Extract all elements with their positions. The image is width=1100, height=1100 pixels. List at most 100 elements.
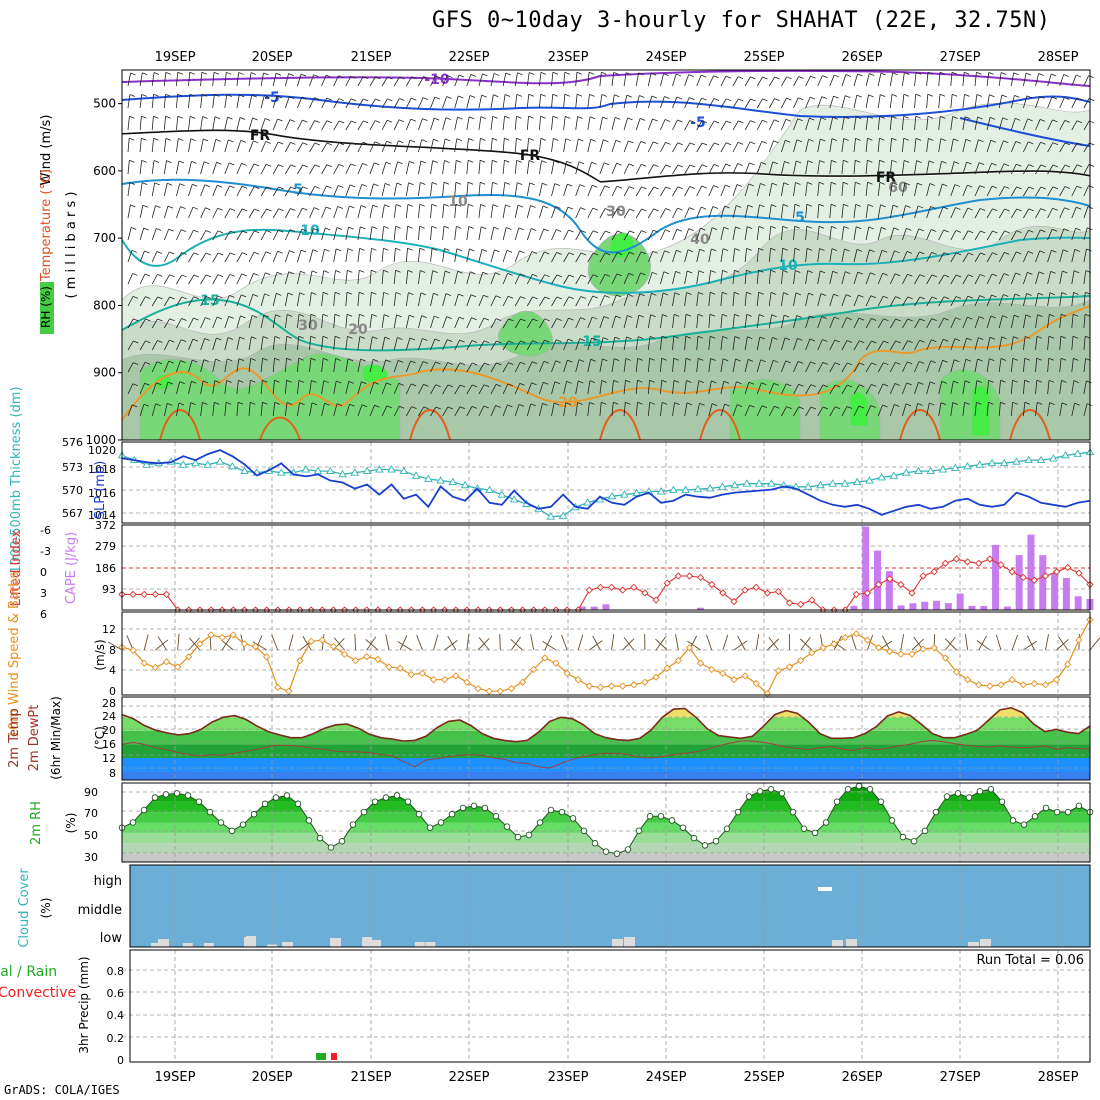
wind-barb: [781, 98, 787, 109]
wind-barb-flag: [786, 97, 792, 101]
wind-barb: [321, 314, 324, 329]
wind-barb: [829, 271, 834, 285]
wind-barb-flag: [205, 230, 211, 233]
wind-barb-flag: [253, 251, 260, 255]
wind-barb-flag: [481, 94, 487, 98]
wind-barb-flag: [399, 76, 405, 80]
wind-barb-flag: [167, 205, 174, 209]
rh-series-point: [349, 821, 357, 828]
wind-barb-flag: [1025, 72, 1032, 76]
rh-series-point: [910, 837, 918, 845]
wind-barb: [236, 337, 241, 351]
wind-barb: [829, 339, 836, 351]
wind-barb-flag: [604, 208, 611, 211]
wind-barb: [599, 380, 603, 395]
wind-barb: [1071, 142, 1078, 153]
wind-barb: [902, 274, 908, 285]
wind-barb: [272, 73, 277, 87]
wind-barb: [1047, 336, 1050, 351]
wind-barb: [938, 183, 943, 197]
wind-barb-flag: [132, 273, 138, 276]
pressure-unit-label: ( m i l l i b a r s ): [64, 192, 79, 299]
slp-series: [121, 449, 1091, 516]
wind-barb: [466, 248, 470, 263]
thickness-series-point: [509, 495, 519, 503]
wind-barb-flag: [201, 71, 207, 75]
wind-barb-flag: [1036, 379, 1042, 383]
wind-barb-flag: [169, 318, 175, 322]
wind-barb-flag: [215, 139, 221, 142]
wind-barb: [720, 358, 724, 373]
wind-barb-flag: [1060, 313, 1067, 317]
wind-barb: [1035, 164, 1042, 175]
wind-barb-flag: [676, 249, 682, 253]
wind-barb-flag: [553, 160, 560, 164]
wind-barb: [357, 358, 361, 373]
wind-barb: [889, 318, 896, 329]
wind-barb: [563, 72, 566, 87]
wind-barb-flag: [748, 381, 755, 385]
wind-barb: [272, 358, 275, 373]
temp-series: [121, 706, 1091, 743]
thickness-series-point: [803, 482, 813, 490]
wind-barb: [200, 138, 204, 153]
wind-barb-flag: [471, 362, 478, 366]
wind-barb-flag: [639, 293, 645, 297]
wind-barb: [1010, 72, 1015, 87]
wind-barb-flag: [193, 274, 200, 278]
wind-barb: [1047, 314, 1050, 329]
rh-band: [122, 786, 1090, 792]
wind-barb: [176, 160, 180, 175]
rh-series-point: [1009, 817, 1017, 824]
rh-series-point: [921, 827, 929, 835]
wind-barb: [478, 405, 485, 417]
wind-barb: [309, 120, 315, 131]
wind10m-barb: [655, 638, 668, 651]
wind-barb-flag: [153, 72, 160, 75]
wind-barb-flag: [554, 381, 561, 385]
wind-barb-flag: [919, 339, 925, 343]
wind-barb-flag: [943, 317, 949, 321]
wind-barb-flag: [785, 139, 791, 143]
wind-barb: [430, 293, 434, 307]
wind-barb: [660, 292, 664, 307]
wind-barb: [635, 164, 642, 175]
wind-barb: [902, 72, 905, 87]
wind-barb: [902, 116, 905, 131]
wind-barb-flag: [760, 359, 766, 363]
wind-barb-flag: [276, 95, 282, 99]
wind-barb: [1047, 164, 1054, 175]
date-label-bottom: 24SEP: [646, 1070, 687, 1085]
wind-barb: [841, 226, 845, 241]
wind-speed-series-point: [251, 642, 260, 651]
wind-barb-flag: [230, 230, 236, 234]
wind-barb-flag: [520, 361, 526, 365]
lifted-index-series-point: [619, 586, 627, 594]
wind-barb-flag: [580, 296, 586, 299]
wind-barb-flag: [677, 207, 683, 211]
cape-bar: [897, 605, 905, 610]
wind-barb-flag: [358, 291, 365, 295]
wind-barb: [914, 403, 918, 417]
wind-barb: [817, 226, 820, 241]
lifted-index-series-point: [162, 590, 171, 599]
lifted-index-series-point: [797, 600, 805, 608]
wind-barb: [272, 380, 275, 395]
wind-barb-flag: [264, 95, 270, 98]
wind-barb: [998, 273, 1005, 285]
wind-barb-flag: [796, 139, 803, 143]
wind-barb-flag: [819, 248, 825, 251]
wind-barb: [139, 182, 143, 197]
wind-barb: [587, 402, 590, 417]
wind-barb-flag: [928, 160, 935, 164]
wind-barb: [877, 227, 882, 241]
wind-speed-series-point: [841, 633, 849, 642]
wind-barb: [466, 384, 473, 395]
wind-barb-flag: [227, 116, 233, 120]
lifted-index-series-point: [129, 590, 137, 599]
wind-barb: [829, 160, 832, 175]
wind-speed-series-point: [385, 663, 393, 671]
wind-barb-flag: [1048, 335, 1055, 339]
wind-barb: [647, 293, 652, 307]
wind-barb-flag: [843, 138, 849, 141]
